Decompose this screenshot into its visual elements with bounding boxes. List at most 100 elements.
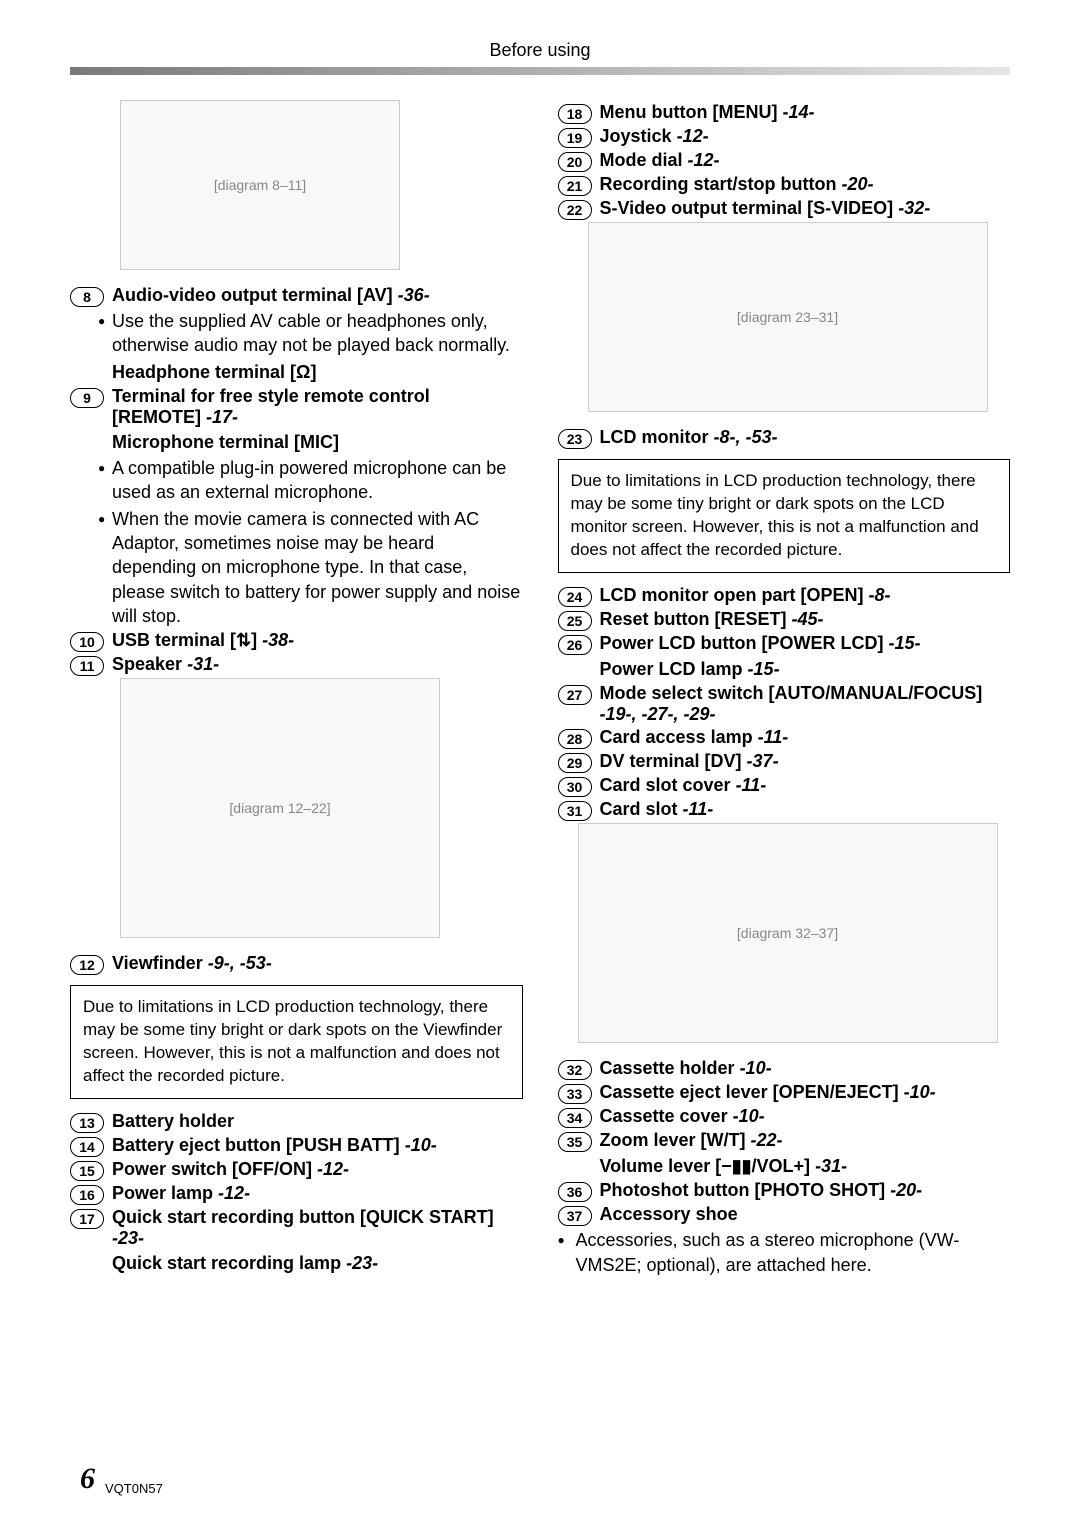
label-17: Quick start recording button [QUICK STAR… — [112, 1207, 494, 1227]
ref-15: -12- — [317, 1159, 349, 1179]
quick-lamp-ref: -23- — [346, 1253, 378, 1273]
item-31: 31Card slot -11- — [558, 799, 1011, 821]
item-23: 23 LCD monitor -8-, -53- — [558, 427, 1011, 449]
num-12: 12 — [70, 955, 104, 975]
label-30: Card slot cover — [600, 775, 731, 795]
item-18: 18 Menu button [MENU] -14- — [558, 102, 1011, 124]
ref-21: -20- — [842, 174, 874, 194]
label-24: LCD monitor open part [OPEN] — [600, 585, 864, 605]
item-19: 19Joystick -12- — [558, 126, 1011, 148]
item-24: 24LCD monitor open part [OPEN] -8- — [558, 585, 1011, 607]
item-33: 33 Cassette eject lever [OPEN/EJECT] -10- — [558, 1082, 1011, 1104]
ref-25: -45- — [792, 609, 824, 629]
volume-label: Volume lever [−▮▮/VOL+] — [600, 1156, 811, 1176]
note-av-cable: Use the supplied AV cable or headphones … — [70, 309, 523, 358]
label-33: Cassette eject lever [OPEN/EJECT] — [600, 1082, 899, 1102]
item-27: 27 Mode select switch [AUTO/MANUAL/FOCUS]… — [558, 683, 1011, 725]
ref-20: -12- — [688, 150, 720, 170]
power-lcd-lamp: Power LCD lamp -15- — [558, 657, 1011, 681]
quick-start-lamp: Quick start recording lamp -23- — [70, 1251, 523, 1275]
num-10: 10 — [70, 632, 104, 652]
label-20: Mode dial — [600, 150, 683, 170]
num-36: 36 — [558, 1182, 592, 1202]
ref-11: -31- — [187, 654, 219, 674]
viewfinder-note-box: Due to limitations in LCD production tec… — [70, 985, 523, 1099]
num-13: 13 — [70, 1113, 104, 1133]
num-25: 25 — [558, 611, 592, 631]
label-27: Mode select switch [AUTO/MANUAL/FOCUS] — [600, 683, 983, 703]
num-33: 33 — [558, 1084, 592, 1104]
num-26: 26 — [558, 635, 592, 655]
item-35: 35Zoom lever [W/T] -22- — [558, 1130, 1011, 1152]
num-27: 27 — [558, 685, 592, 705]
ref-32: -10- — [740, 1058, 772, 1078]
num-21: 21 — [558, 176, 592, 196]
item-36: 36 Photoshot button [PHOTO SHOT] -20- — [558, 1180, 1011, 1202]
num-31: 31 — [558, 801, 592, 821]
item-16: 16Power lamp -12- — [70, 1183, 523, 1205]
num-16: 16 — [70, 1185, 104, 1205]
num-30: 30 — [558, 777, 592, 797]
item-20: 20 Mode dial -12- — [558, 150, 1011, 172]
num-11: 11 — [70, 656, 104, 676]
ref-36: -20- — [890, 1180, 922, 1200]
label-18: Menu button [MENU] — [600, 102, 778, 122]
item-32: 32Cassette holder -10- — [558, 1058, 1011, 1080]
ref-33: -10- — [904, 1082, 936, 1102]
num-20: 20 — [558, 152, 592, 172]
label-13: Battery holder — [112, 1111, 234, 1131]
num-8: 8 — [70, 287, 104, 307]
quick-lamp-label: Quick start recording lamp — [112, 1253, 341, 1273]
ref-24: -8- — [869, 585, 891, 605]
label-36: Photoshot button [PHOTO SHOT] — [600, 1180, 886, 1200]
ref-30: -11- — [736, 775, 767, 795]
page-number: 6 — [80, 1462, 95, 1496]
label-37: Accessory shoe — [600, 1204, 738, 1224]
num-18: 18 — [558, 104, 592, 124]
label-12: Viewfinder — [112, 953, 203, 973]
item-15: 15 Power switch [OFF/ON] -12- — [70, 1159, 523, 1181]
item-30: 30 Card slot cover -11- — [558, 775, 1011, 797]
item-8: 8 Audio-video output terminal [AV] -36- — [70, 285, 523, 307]
ref-10: -38- — [262, 630, 294, 650]
num-9: 9 — [70, 388, 104, 408]
label-22: S-Video output terminal [S-VIDEO] — [600, 198, 894, 218]
item-17: 17Quick start recording button [QUICK ST… — [70, 1207, 523, 1249]
header-title: Before using — [70, 40, 1010, 61]
label-11: Speaker — [112, 654, 182, 674]
label-15: Power switch [OFF/ON] — [112, 1159, 312, 1179]
ref-19: -12- — [677, 126, 709, 146]
ref-34: -10- — [733, 1106, 765, 1126]
accessory-note: Accessories, such as a stereo microphone… — [558, 1228, 1011, 1277]
label-19: Joystick — [600, 126, 672, 146]
ref-14: -10- — [405, 1135, 437, 1155]
left-column: [diagram 8–11] 8 Audio-video output term… — [70, 100, 523, 1279]
ref-27: -19-, -27-, -29- — [600, 704, 716, 724]
mic-note-1: A compatible plug-in powered microphone … — [70, 456, 523, 505]
num-22: 22 — [558, 200, 592, 220]
label-28: Card access lamp — [600, 727, 753, 747]
diagram-top-right: [diagram 23–31] — [588, 222, 988, 412]
mic-note-2: When the movie camera is connected with … — [70, 507, 523, 628]
num-37: 37 — [558, 1206, 592, 1226]
num-32: 32 — [558, 1060, 592, 1080]
power-lcd-lamp-label: Power LCD lamp — [600, 659, 743, 679]
num-35: 35 — [558, 1132, 592, 1152]
diagram-top-left: [diagram 8–11] — [120, 100, 400, 270]
ref-18: -14- — [782, 102, 814, 122]
ref-26: -15- — [888, 633, 920, 653]
ref-8: -36- — [398, 285, 430, 305]
label-14: Battery eject button [PUSH BATT] — [112, 1135, 400, 1155]
ref-28: -11- — [758, 727, 789, 747]
label-34: Cassette cover — [600, 1106, 728, 1126]
diagram-bottom-right: [diagram 32–37] — [578, 823, 998, 1043]
mic-terminal: Microphone terminal [MIC] — [70, 430, 523, 454]
num-15: 15 — [70, 1161, 104, 1181]
num-23: 23 — [558, 429, 592, 449]
lcd-note-box: Due to limitations in LCD production tec… — [558, 459, 1011, 573]
ref-35: -22- — [751, 1130, 783, 1150]
ref-23: -8-, -53- — [714, 427, 778, 447]
ref-31: -11- — [683, 799, 714, 819]
item-37: 37 Accessory shoe — [558, 1204, 1011, 1226]
page-code: VQT0N57 — [105, 1481, 163, 1496]
